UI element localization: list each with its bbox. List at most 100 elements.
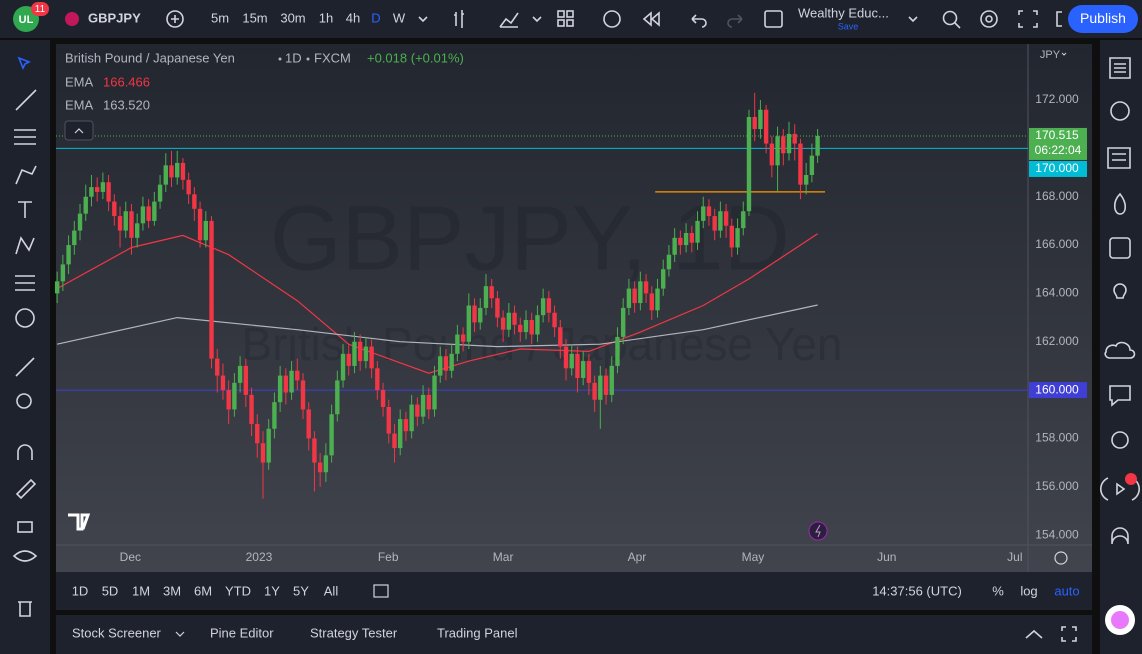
tech-ideas[interactable]	[1111, 431, 1129, 449]
range-button[interactable]: 1D	[72, 583, 89, 598]
symbol[interactable]: GBPJPY	[88, 10, 141, 25]
delete-tool[interactable]	[18, 601, 32, 617]
snapshot[interactable]	[1056, 11, 1062, 27]
log-toggle[interactable]: log	[1020, 583, 1037, 598]
currency-menu[interactable]	[1061, 52, 1067, 56]
range-button[interactable]: 1M	[132, 583, 150, 598]
fib-tool[interactable]	[14, 129, 36, 145]
y-tick-label: 172.000	[1035, 92, 1079, 106]
ruler-tool[interactable]	[15, 357, 35, 377]
candle-body	[466, 305, 472, 342]
hotlists[interactable]	[1113, 192, 1127, 215]
hide-tool[interactable]	[12, 550, 38, 562]
stay-drawing[interactable]	[15, 478, 37, 500]
events-icon[interactable]	[808, 521, 828, 541]
candle-body	[695, 220, 700, 243]
range-button[interactable]: 6M	[194, 583, 212, 598]
range-button[interactable]: 3M	[163, 583, 181, 598]
indicators-menu[interactable]	[532, 16, 542, 23]
emoji-tool[interactable]	[15, 308, 35, 328]
layout-menu[interactable]	[908, 16, 918, 23]
panel-tab[interactable]: Stock Screener	[72, 625, 162, 640]
collapse-panel[interactable]	[1025, 629, 1043, 639]
undo[interactable]	[691, 14, 707, 28]
percent-toggle[interactable]: %	[992, 583, 1004, 598]
cursor-tool[interactable]	[17, 56, 31, 70]
pattern-tool[interactable]	[15, 236, 35, 255]
trend-tool[interactable]	[15, 89, 37, 111]
interval[interactable]: 15m	[242, 10, 267, 25]
save[interactable]: Save	[838, 21, 859, 31]
fullscreen[interactable]	[1018, 10, 1038, 28]
date-range[interactable]	[373, 584, 389, 598]
collapse-legend[interactable]	[64, 120, 94, 141]
interval[interactable]: 4h	[346, 10, 360, 25]
indicator-name[interactable]: EMA	[65, 74, 94, 89]
layout-name[interactable]: Wealthy Educ...	[798, 5, 889, 20]
legend-change: +0.018 (+0.01%)	[367, 50, 464, 65]
screener-menu[interactable]	[175, 631, 185, 637]
add-symbol[interactable]	[166, 10, 184, 28]
interval[interactable]: 30m	[280, 10, 305, 25]
y-tick-label: 164.000	[1035, 286, 1079, 300]
interval[interactable]: W	[393, 10, 406, 25]
range-button[interactable]: All	[324, 583, 339, 598]
redo[interactable]	[727, 14, 743, 28]
currency[interactable]: JPY	[1040, 49, 1061, 61]
layout-box[interactable]	[764, 10, 783, 28]
candle-body	[329, 414, 334, 456]
zoom-tool[interactable]	[16, 393, 32, 409]
candle-body	[723, 211, 729, 226]
interval[interactable]: 1h	[319, 10, 333, 25]
candle-body	[106, 182, 111, 202]
range-button[interactable]: YTD	[225, 583, 251, 598]
panel-tab[interactable]: Strategy Tester	[310, 625, 398, 640]
range-button[interactable]: 1Y	[264, 583, 280, 598]
watchlist[interactable]	[1109, 57, 1131, 79]
ema-line	[56, 233, 818, 374]
range-button[interactable]: 5Y	[293, 583, 309, 598]
clock[interactable]: 14:37:56 (UTC)	[872, 583, 962, 598]
text-tool[interactable]	[18, 201, 32, 218]
lock-tool[interactable]	[17, 521, 33, 533]
indicators[interactable]	[499, 12, 519, 28]
replay-icon[interactable]	[642, 11, 660, 27]
calendar[interactable]	[1109, 237, 1131, 259]
alert-icon[interactable]	[603, 10, 621, 28]
panel-tab[interactable]: Trading Panel	[437, 625, 518, 640]
x-tick-label: Jul	[1007, 550, 1022, 564]
brush-tool[interactable]	[15, 165, 37, 185]
candle-body	[380, 390, 386, 408]
interval[interactable]: 5m	[211, 10, 229, 25]
settings[interactable]	[980, 10, 998, 28]
publish-button[interactable]	[1068, 5, 1138, 33]
data-window[interactable]	[1107, 147, 1131, 169]
interval-menu[interactable]	[418, 16, 428, 23]
layout-icon[interactable]	[557, 10, 565, 18]
streams[interactable]	[1104, 341, 1136, 359]
forecast-tool[interactable]	[15, 275, 35, 291]
indicator-name[interactable]: EMA	[65, 97, 94, 112]
candle-body	[592, 382, 597, 400]
candle-body	[540, 298, 546, 316]
candle-body	[506, 312, 512, 330]
ideas[interactable]	[1113, 283, 1127, 299]
candle-body	[552, 312, 557, 328]
legend-symbol[interactable]: British Pound / Japanese Yen	[65, 50, 235, 65]
maximize-panel[interactable]	[1061, 626, 1077, 642]
auto-toggle[interactable]: auto	[1054, 583, 1079, 598]
interval[interactable]: D	[371, 10, 380, 25]
candle-body	[735, 228, 740, 248]
notifications[interactable]	[1111, 527, 1129, 545]
candle-body	[512, 312, 517, 325]
alerts[interactable]	[1110, 101, 1130, 121]
price-label-box	[1029, 127, 1087, 160]
magnet-tool[interactable]	[17, 444, 33, 460]
chart-pane[interactable]	[56, 44, 1092, 572]
range-button[interactable]: 5D	[102, 583, 119, 598]
chart-type[interactable]	[454, 10, 464, 28]
search[interactable]	[942, 10, 958, 26]
panel-tab[interactable]: Pine Editor	[210, 625, 274, 640]
axis-settings[interactable]	[1054, 551, 1068, 565]
chats[interactable]	[1109, 385, 1131, 407]
